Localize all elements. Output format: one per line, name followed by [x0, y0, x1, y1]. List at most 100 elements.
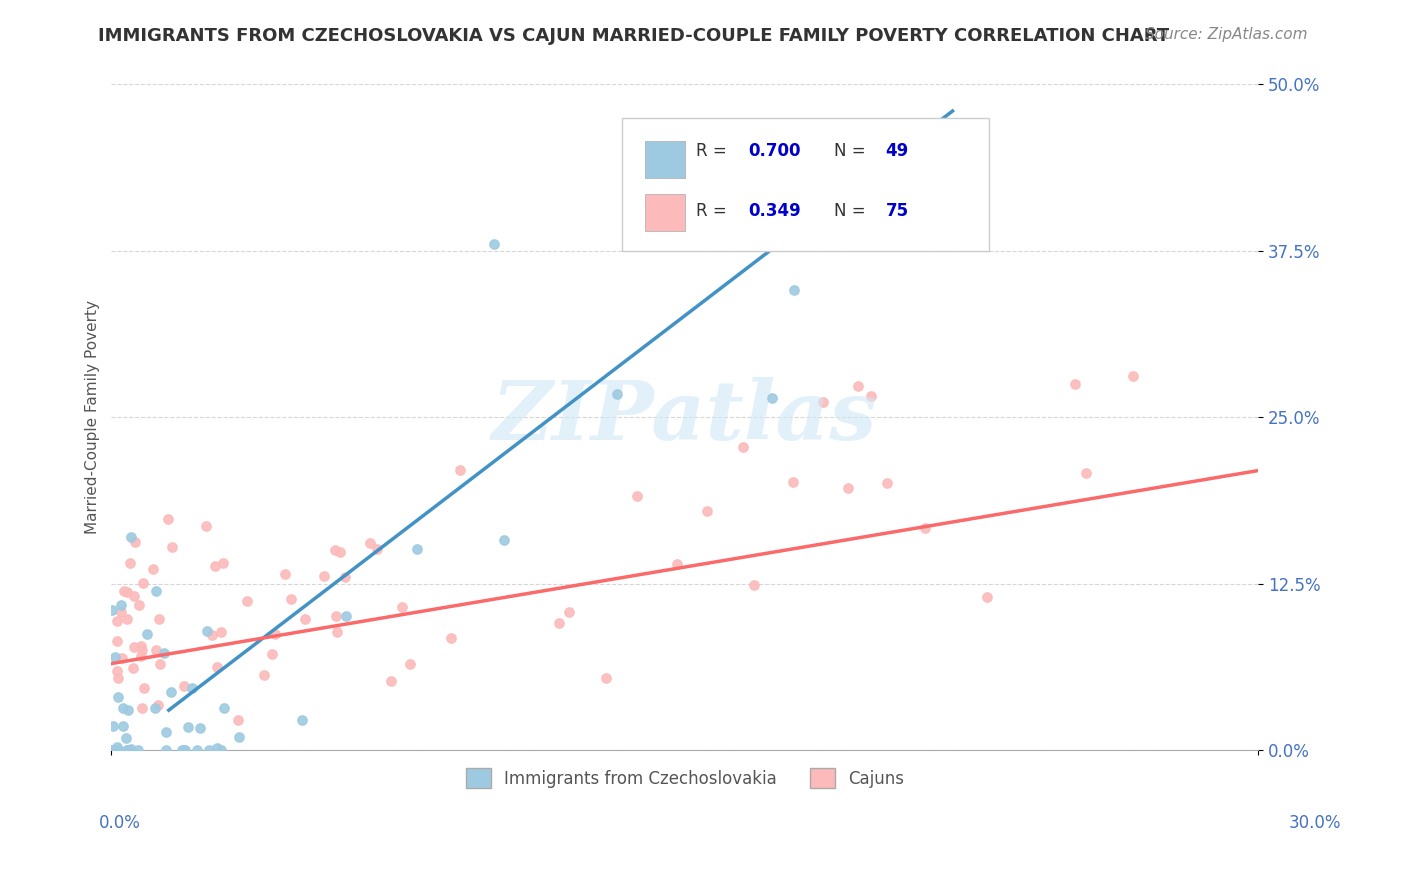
- Point: [120, 556, 142, 570]
- Point: [326, 624, 349, 639]
- Point: [294, 612, 316, 626]
- Text: Source: ZipAtlas.com: Source: ZipAtlas.com: [1144, 27, 1308, 42]
- Point: [120, 741, 142, 756]
- Point: [876, 476, 898, 491]
- Point: [761, 391, 783, 405]
- Point: [558, 605, 581, 619]
- Text: IMMIGRANTS FROM CZECHOSLOVAKIA VS CAJUN MARRIED-COUPLE FAMILY POVERTY CORRELATIO: IMMIGRANTS FROM CZECHOSLOVAKIA VS CAJUN …: [98, 27, 1170, 45]
- Point: [212, 700, 235, 714]
- Point: [173, 679, 195, 693]
- Point: [813, 395, 835, 409]
- Point: [153, 646, 176, 660]
- Point: [180, 681, 202, 695]
- Point: [115, 612, 138, 626]
- Point: [101, 603, 124, 617]
- Point: [329, 545, 352, 559]
- Point: [205, 741, 228, 756]
- Text: R =: R =: [696, 143, 733, 161]
- Text: N =: N =: [834, 202, 870, 220]
- Point: [112, 584, 135, 599]
- Point: [226, 713, 249, 727]
- Point: [121, 661, 143, 675]
- Point: [335, 609, 357, 624]
- Point: [1076, 466, 1098, 480]
- Point: [482, 237, 505, 252]
- Point: [110, 598, 132, 612]
- Point: [548, 616, 571, 631]
- Point: [148, 698, 170, 713]
- Point: [846, 378, 869, 392]
- Point: [145, 584, 167, 599]
- Point: [155, 724, 177, 739]
- Point: [128, 598, 150, 612]
- Point: [440, 631, 463, 645]
- Text: ZIPatlas: ZIPatlas: [492, 377, 877, 458]
- Point: [595, 671, 617, 685]
- Point: [112, 701, 135, 715]
- Point: [142, 562, 165, 576]
- Text: 0.349: 0.349: [748, 202, 800, 220]
- Point: [129, 649, 152, 664]
- Point: [112, 719, 135, 733]
- Text: N =: N =: [834, 143, 870, 161]
- Point: [162, 541, 184, 555]
- Point: [204, 558, 226, 573]
- Point: [1122, 368, 1144, 383]
- Point: [148, 612, 170, 626]
- Point: [188, 721, 211, 735]
- FancyBboxPatch shape: [621, 118, 988, 251]
- Point: [742, 577, 765, 591]
- Point: [100, 743, 122, 757]
- Point: [117, 703, 139, 717]
- Point: [104, 649, 127, 664]
- Point: [665, 558, 688, 572]
- Point: [194, 518, 217, 533]
- Point: [205, 659, 228, 673]
- Point: [262, 648, 284, 662]
- Point: [111, 651, 134, 665]
- Legend: Immigrants from Czechoslovakia, Cajuns: Immigrants from Czechoslovakia, Cajuns: [458, 762, 911, 795]
- Point: [314, 568, 336, 582]
- Point: [103, 743, 125, 757]
- Point: [626, 489, 648, 503]
- Point: [380, 673, 402, 688]
- Point: [145, 642, 167, 657]
- Text: 49: 49: [886, 143, 908, 161]
- Point: [264, 627, 287, 641]
- Point: [131, 700, 153, 714]
- Point: [149, 657, 172, 672]
- Point: [136, 627, 159, 641]
- Point: [157, 512, 180, 526]
- Point: [195, 624, 218, 638]
- Point: [134, 681, 156, 695]
- Point: [228, 730, 250, 744]
- Point: [655, 237, 678, 252]
- Point: [115, 743, 138, 757]
- Point: [124, 534, 146, 549]
- Point: [291, 714, 314, 728]
- Point: [132, 575, 155, 590]
- Text: R =: R =: [696, 202, 733, 220]
- Text: 0.0%: 0.0%: [98, 814, 141, 831]
- FancyBboxPatch shape: [645, 194, 685, 231]
- Point: [333, 570, 356, 584]
- Point: [696, 504, 718, 518]
- Point: [837, 482, 859, 496]
- Point: [131, 643, 153, 657]
- Point: [174, 743, 197, 757]
- Point: [405, 541, 427, 556]
- Point: [101, 719, 124, 733]
- Point: [115, 585, 138, 599]
- Point: [107, 743, 129, 757]
- Point: [860, 389, 883, 403]
- Point: [124, 589, 146, 603]
- Point: [114, 731, 136, 746]
- Point: [105, 614, 128, 628]
- Point: [118, 743, 141, 757]
- Y-axis label: Married-Couple Family Poverty: Married-Couple Family Poverty: [86, 301, 100, 534]
- Point: [391, 600, 413, 615]
- Point: [170, 743, 193, 757]
- Point: [253, 667, 276, 681]
- Point: [105, 633, 128, 648]
- Point: [209, 743, 232, 757]
